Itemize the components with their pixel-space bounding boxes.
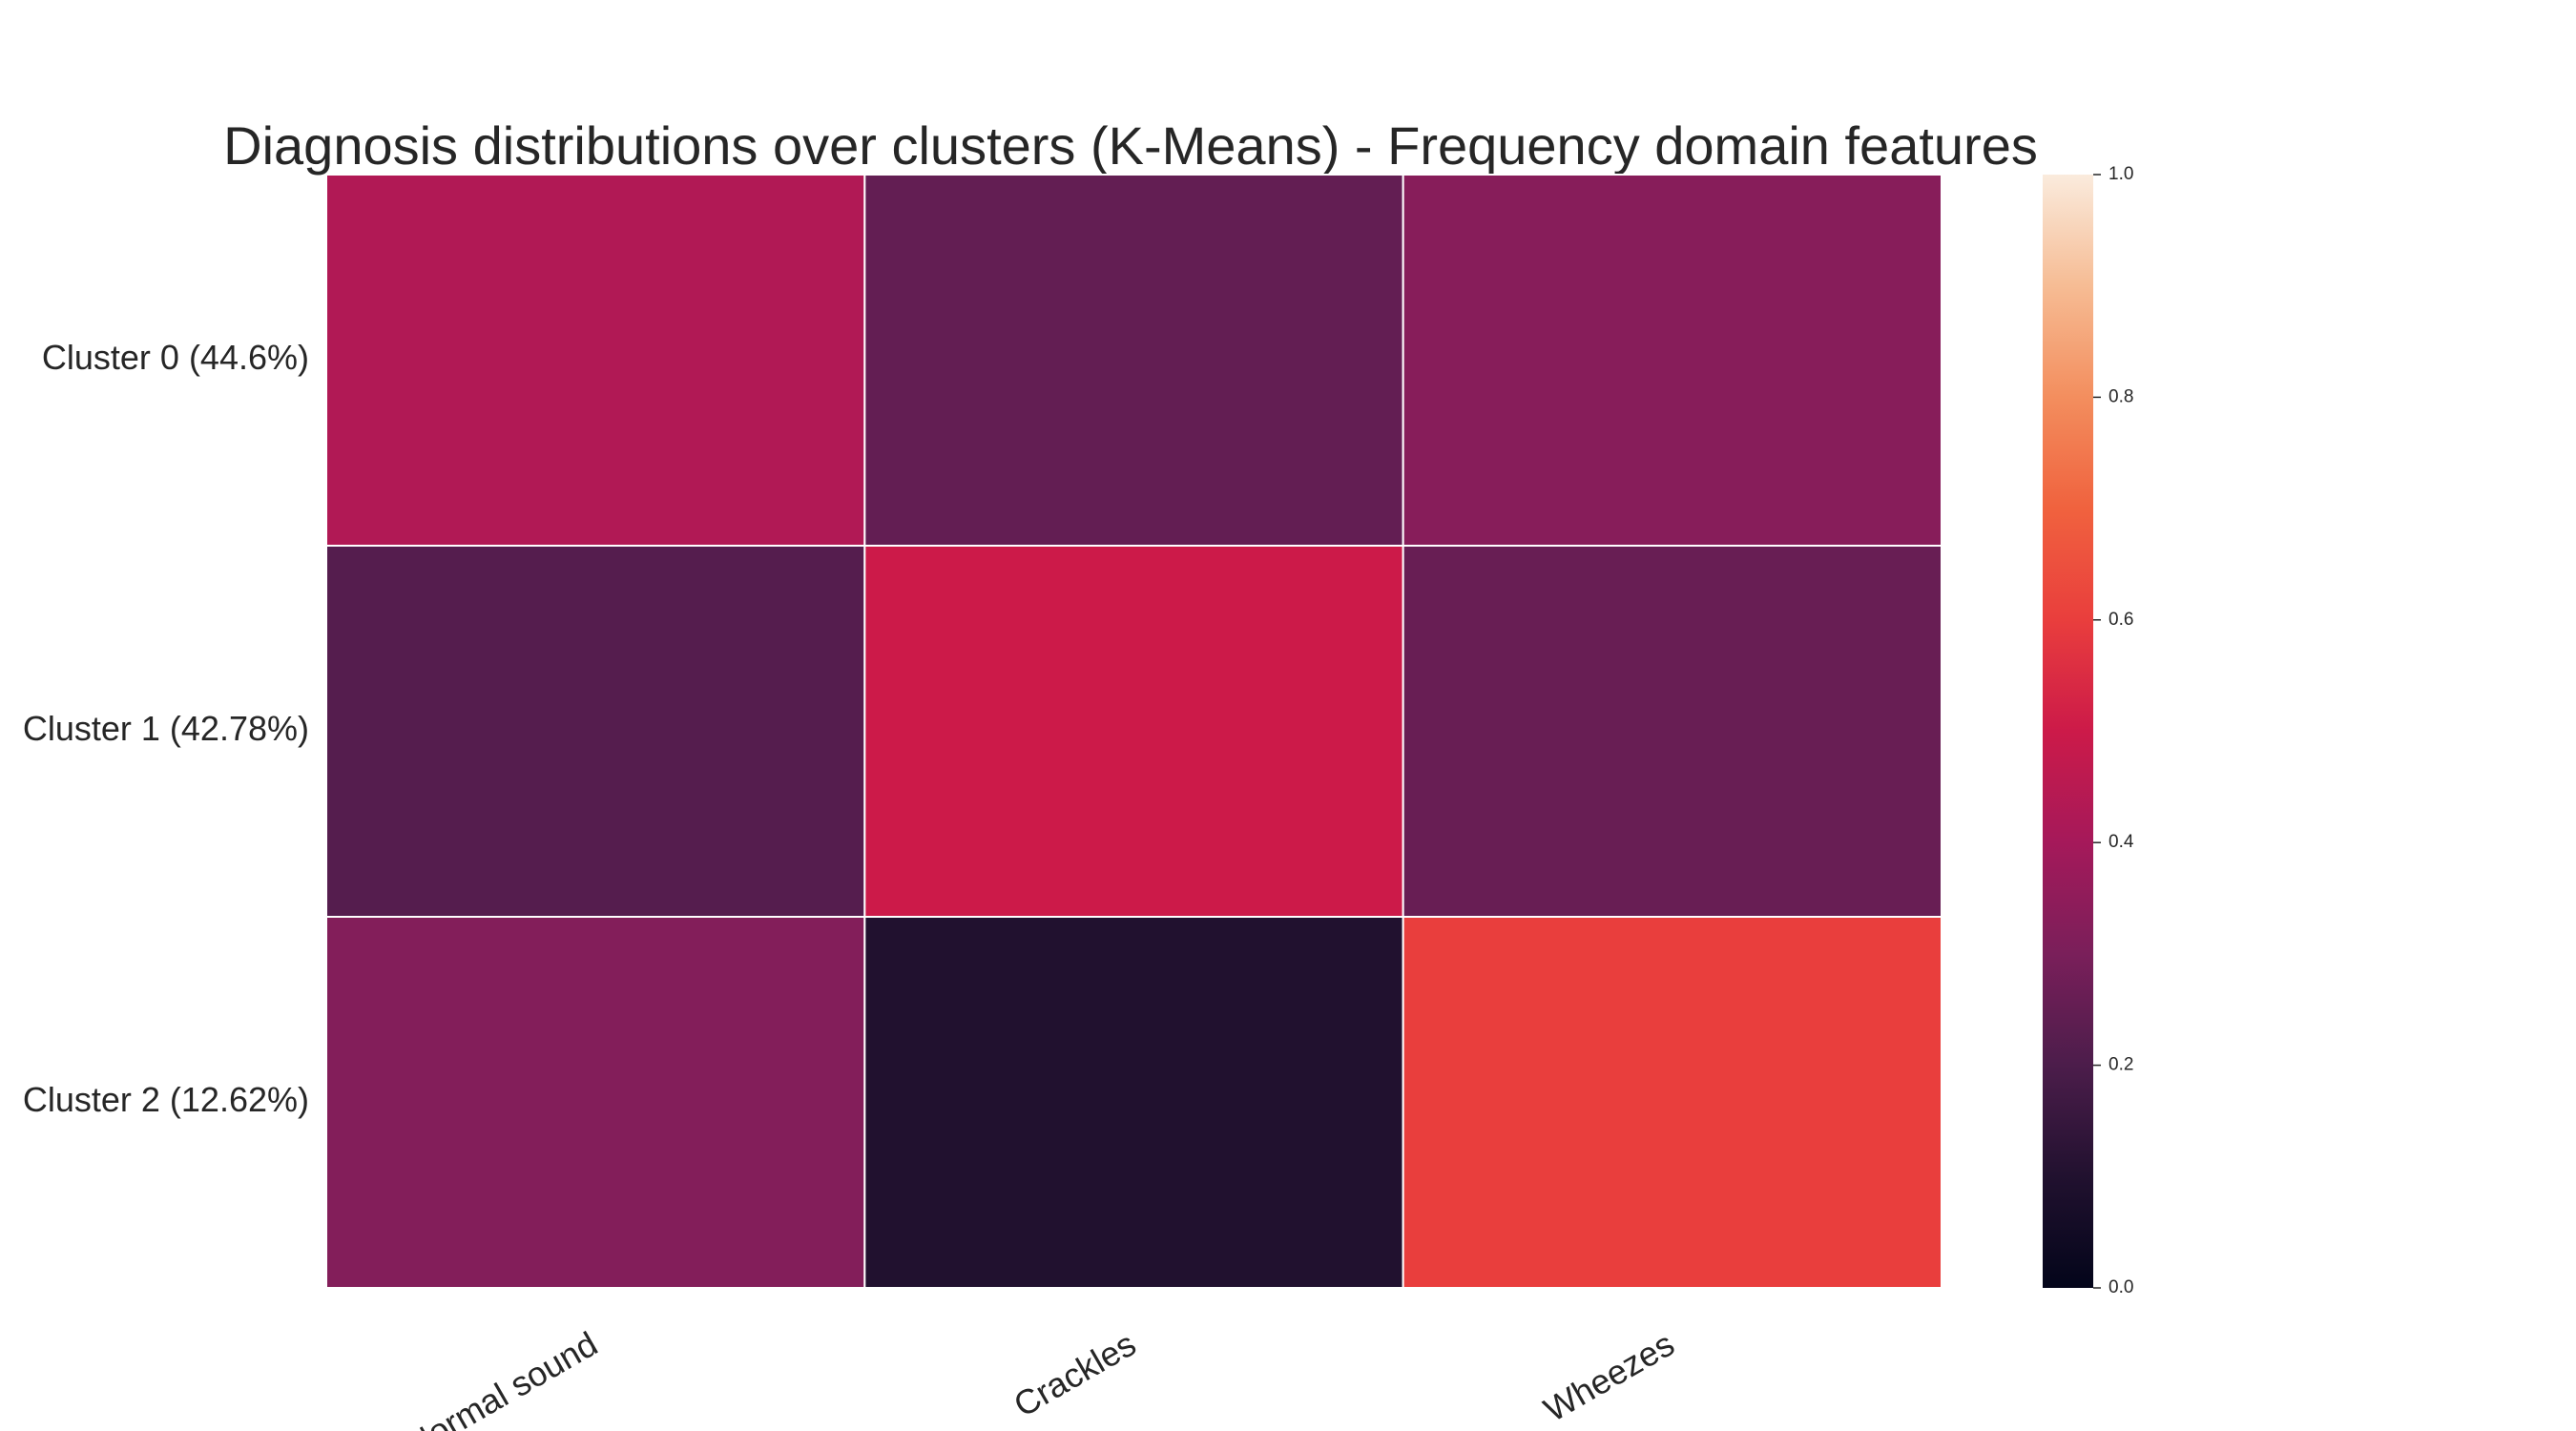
column-label: Normal sound — [399, 1324, 604, 1431]
column-label: Crackles — [1007, 1324, 1142, 1425]
heatmap-cell — [863, 916, 1404, 1289]
colorbar-gradient — [2043, 175, 2093, 1288]
row-label: Cluster 1 (42.78%) — [23, 709, 309, 748]
heatmap-cell — [325, 174, 866, 547]
row-label: Cluster 2 (12.62%) — [23, 1080, 309, 1119]
colorbar-tick-label: 1.0 — [2109, 164, 2133, 184]
colorbar: 0.0 0.2 0.4 0.6 0.8 1.0 — [2043, 164, 2134, 1297]
heatmap-cells — [325, 174, 1942, 1289]
row-label: Cluster 0 (44.6%) — [42, 338, 309, 377]
colorbar-tick-label: 0.6 — [2109, 610, 2133, 630]
colorbar-tick-label: 0.2 — [2109, 1055, 2133, 1075]
colorbar-tick-label: 0.8 — [2109, 386, 2133, 406]
colorbar-tick-label: 0.4 — [2109, 832, 2134, 852]
heatmap-cell — [325, 545, 866, 918]
heatmap-cell — [863, 545, 1404, 918]
colorbar-tick-label: 0.0 — [2109, 1277, 2133, 1297]
column-label: Wheezes — [1537, 1324, 1680, 1430]
chart-title: Diagnosis distributions over clusters (K… — [223, 115, 2038, 176]
heatmap-cell — [863, 174, 1404, 547]
row-labels: Cluster 0 (44.6%) Cluster 1 (42.78%) Clust… — [23, 338, 309, 1119]
column-labels: Normal sound Crackles Wheezes — [399, 1324, 1680, 1431]
heatmap-cell — [325, 916, 866, 1289]
heatmap-cell — [1402, 916, 1942, 1289]
heatmap-cell — [1402, 174, 1942, 547]
heatmap-cell — [1402, 545, 1942, 918]
